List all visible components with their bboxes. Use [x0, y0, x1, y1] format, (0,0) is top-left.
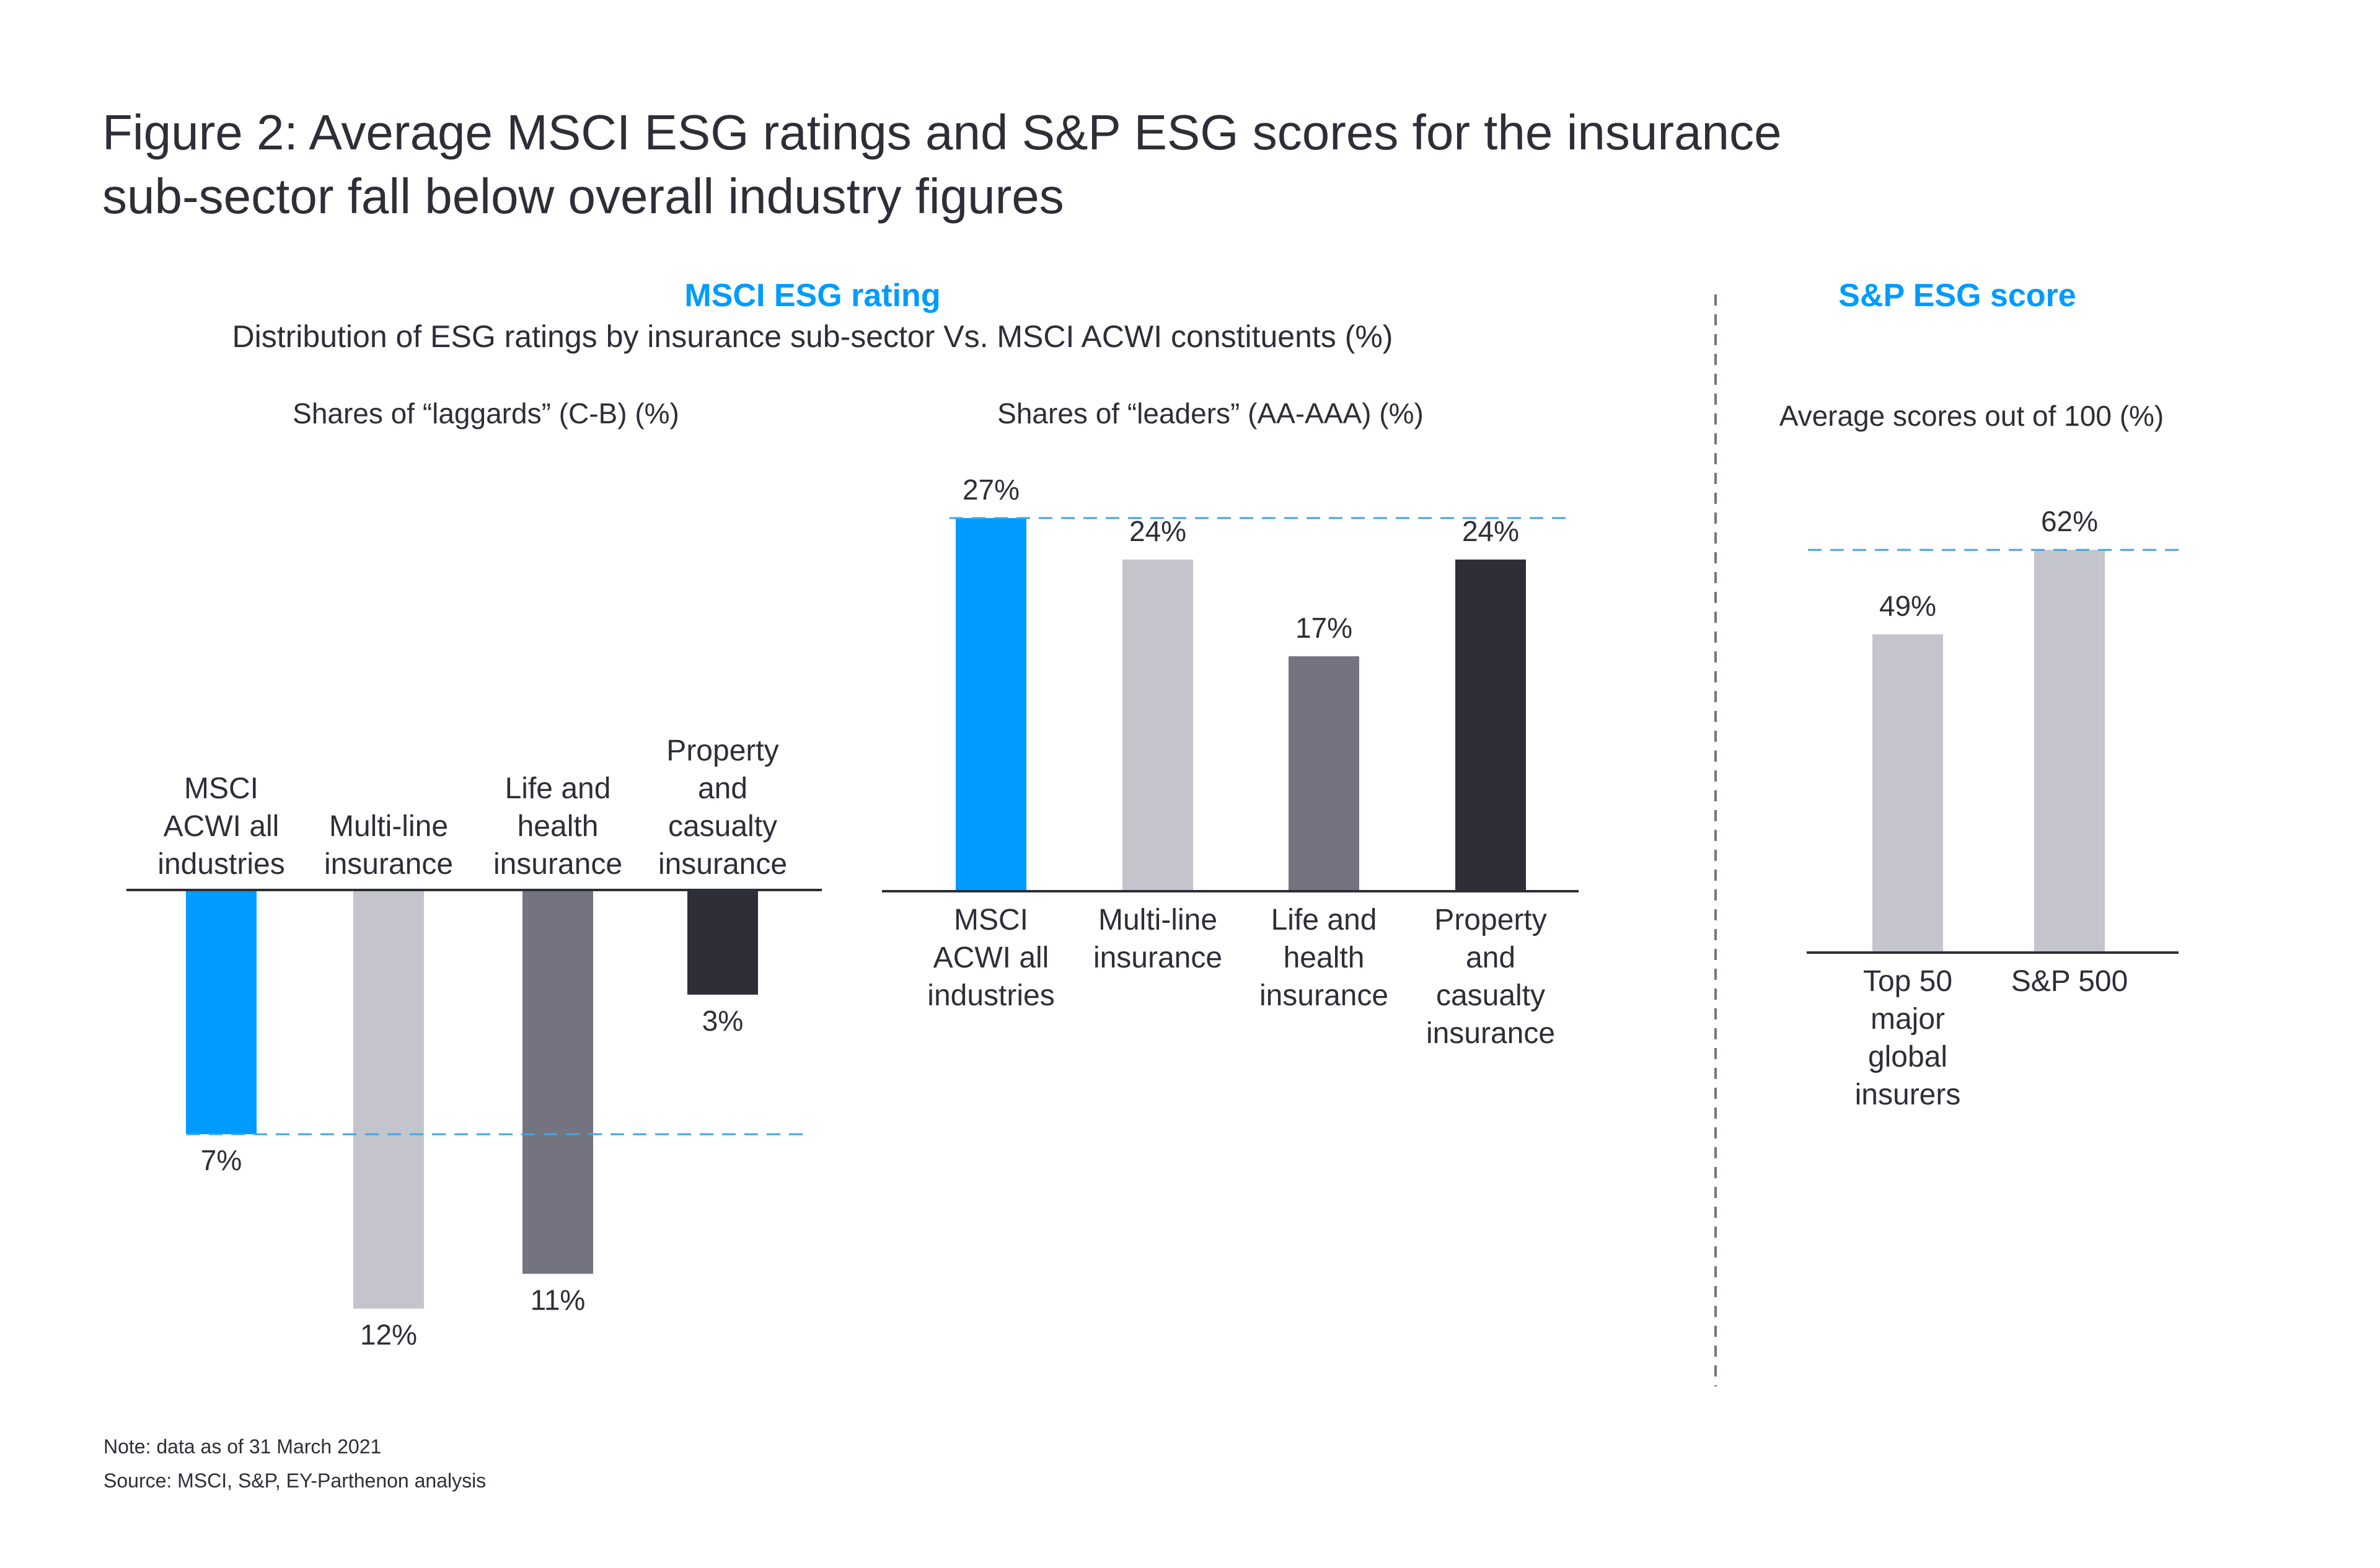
bar-leaders-3 [1455, 559, 1526, 891]
category-label-sp_scores-0-line-3: insurers [1855, 1078, 1961, 1111]
footer-source: Source: MSCI, S&P, EY-Parthenon analysis [104, 1469, 486, 1492]
bar-sp_scores-0 [1872, 634, 1943, 953]
category-label-laggards-0-line-2: industries [157, 848, 284, 881]
category-label-laggards-3-line-1: and [698, 772, 747, 805]
category-label-sp_scores-1-line-0: S&P 500 [2011, 965, 2128, 998]
category-label-sp_scores-0-line-1: major [1871, 1003, 1945, 1036]
category-label-sp_scores-0-line-0: Top 50 [1863, 965, 1952, 998]
figure-title-line-1: Figure 2: Average MSCI ESG ratings and S… [102, 105, 1782, 160]
value-label-leaders-3: 24% [1462, 515, 1519, 547]
value-label-laggards-1: 12% [360, 1319, 417, 1351]
category-label-leaders-1-line-1: insurance [1093, 941, 1222, 974]
category-label-leaders-2-line-2: insurance [1259, 979, 1388, 1012]
value-label-laggards-0: 7% [201, 1144, 242, 1176]
category-label-leaders-3-line-2: casualty [1436, 979, 1545, 1012]
msci-section-heading: MSCI ESG rating [684, 278, 940, 314]
category-label-leaders-2-line-1: health [1284, 941, 1365, 974]
category-label-leaders-3-line-0: Property [1434, 904, 1546, 936]
category-label-leaders-0-line-1: ACWI all [933, 941, 1049, 974]
category-label-leaders-0-line-0: MSCI [954, 904, 1028, 936]
value-label-sp_scores-1: 62% [2041, 505, 2098, 537]
category-label-laggards-1-line-0: Multi-line [329, 810, 448, 843]
category-label-leaders-1-line-0: Multi-line [1098, 904, 1217, 936]
category-label-sp_scores-0-line-2: global [1868, 1041, 1947, 1073]
category-label-laggards-2-line-1: health [518, 810, 599, 843]
value-label-leaders-1: 24% [1129, 515, 1186, 547]
footer-note: Note: data as of 31 March 2021 [104, 1435, 381, 1458]
bar-laggards-1 [353, 890, 424, 1309]
msci-section-subtitle: Distribution of ESG ratings by insurance… [232, 319, 1393, 354]
bar-leaders-0 [956, 518, 1026, 891]
category-label-laggards-3-line-3: insurance [658, 848, 787, 881]
category-label-laggards-2-line-0: Life and [505, 772, 611, 805]
category-label-laggards-2-line-2: insurance [493, 848, 622, 881]
category-label-laggards-3-line-2: casualty [668, 810, 777, 843]
bar-sp_scores-1 [2034, 550, 2105, 953]
category-label-laggards-1-line-1: insurance [324, 848, 453, 881]
value-label-laggards-3: 3% [702, 1005, 743, 1037]
category-label-leaders-3-line-3: insurance [1426, 1017, 1555, 1050]
bar-laggards-2 [522, 890, 593, 1274]
value-label-laggards-2: 11% [531, 1284, 586, 1316]
value-label-sp_scores-0: 49% [1879, 589, 1936, 622]
category-label-leaders-2-line-0: Life and [1271, 904, 1377, 936]
category-label-leaders-3-line-1: and [1466, 941, 1515, 974]
category-label-laggards-3-line-0: Property [666, 734, 778, 767]
value-label-leaders-2: 17% [1295, 612, 1352, 644]
sp-scores-chart: Average scores out of 100 (%) 49% 62% Top … [1779, 400, 2180, 1111]
bar-laggards-3 [687, 890, 758, 995]
category-label-laggards-0-line-0: MSCI [184, 772, 258, 805]
bar-leaders-1 [1122, 559, 1193, 891]
laggards-chart-title: Shares of “laggards” (C-B) (%) [293, 397, 679, 429]
category-label-leaders-0-line-2: industries [927, 979, 1054, 1012]
sp-chart-title: Average scores out of 100 (%) [1779, 400, 2164, 432]
laggards-chart: Shares of “laggards” (C-B) (%) 7% 12% 11% 3… [126, 397, 822, 1351]
category-label-laggards-0-line-1: ACWI all [164, 810, 280, 843]
figure-title-line-2: sub-sector fall below overall industry f… [102, 169, 1064, 224]
bar-leaders-2 [1289, 656, 1359, 891]
sp-section-heading: S&P ESG score [1838, 278, 2076, 314]
leaders-chart-title: Shares of “leaders” (AA-AAA) (%) [997, 397, 1424, 429]
value-label-leaders-0: 27% [963, 473, 1020, 506]
bar-laggards-0 [186, 890, 257, 1135]
leaders-chart: Shares of “leaders” (AA-AAA) (%) 27% 24% 1… [882, 397, 1579, 1050]
